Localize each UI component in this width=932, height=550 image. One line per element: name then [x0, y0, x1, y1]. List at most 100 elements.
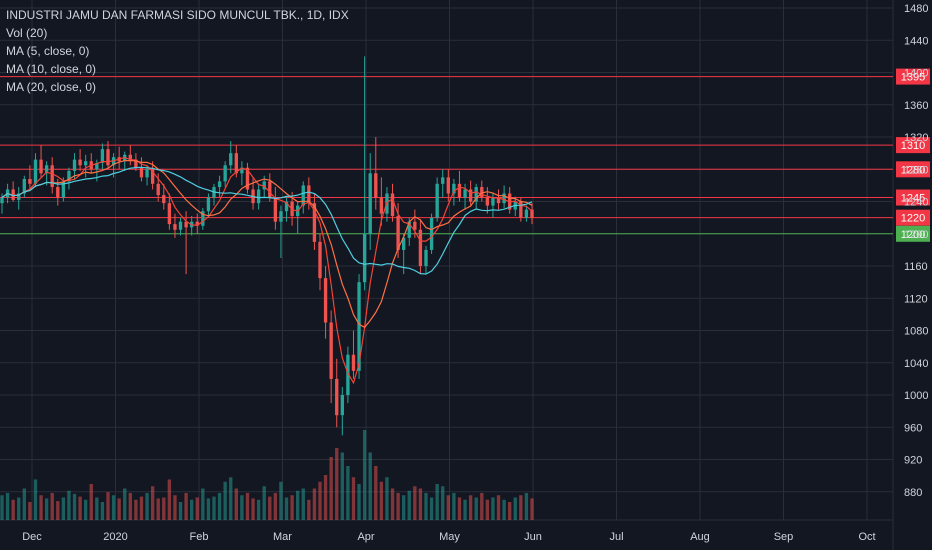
- y-tick-label: 960: [904, 422, 922, 434]
- ma20-indicator-label[interactable]: MA (20, close, 0): [6, 80, 97, 94]
- volume-bar: [17, 497, 21, 520]
- volume-bar: [524, 493, 529, 520]
- candle-body: [418, 229, 423, 267]
- candle-body: [368, 173, 372, 234]
- candle-body: [33, 159, 38, 184]
- candle-body: [195, 221, 199, 226]
- x-tick-label: Aug: [690, 531, 710, 543]
- volume-bar: [418, 488, 423, 520]
- volume-bar: [0, 495, 4, 520]
- candle-body: [374, 173, 378, 198]
- volume-bar: [22, 488, 26, 520]
- y-tick-label: 880: [904, 487, 922, 499]
- volume-bar: [491, 497, 495, 520]
- symbol-title[interactable]: INDUSTRI JAMU DAN FARMASI SIDO MUNCUL TB…: [6, 8, 349, 22]
- y-tick-label: 1480: [904, 3, 928, 15]
- candle-body: [340, 395, 344, 416]
- candle-body: [256, 189, 261, 204]
- volume-bar: [335, 448, 339, 520]
- candle-body: [435, 183, 439, 218]
- volume-bar: [123, 488, 127, 520]
- y-tick-label: 1000: [904, 390, 928, 402]
- volume-bar: [502, 499, 506, 520]
- x-tick-label: May: [439, 531, 460, 543]
- volume-bar: [307, 499, 311, 520]
- price-axis[interactable]: 1480 1440 1400 1360 1320 1280 1240 1200 1160 1120…: [904, 3, 928, 499]
- volume-bar: [485, 499, 490, 520]
- volume-bar: [201, 488, 205, 520]
- candle-body: [106, 149, 110, 166]
- volume-bar: [530, 498, 534, 520]
- volume-bar: [217, 493, 222, 520]
- candle-body: [50, 165, 54, 188]
- candle-body: [452, 183, 456, 194]
- volume-bar: [262, 486, 266, 520]
- candle-body: [150, 169, 155, 184]
- candle-body: [402, 237, 406, 250]
- ma10-indicator-label[interactable]: MA (10, close, 0): [6, 62, 97, 76]
- volume-bar: [379, 481, 384, 520]
- candle-body: [312, 203, 317, 242]
- volume-bar: [374, 466, 378, 520]
- candle-body: [524, 209, 529, 218]
- candle-body: [468, 189, 473, 202]
- candle-body: [217, 181, 222, 188]
- volume-bar: [413, 486, 417, 520]
- y-tick-label: 1400: [904, 68, 928, 80]
- volume-bar: [323, 475, 328, 520]
- volume-bar: [184, 493, 188, 520]
- volume-bar: [44, 498, 49, 520]
- volume-bar: [351, 477, 356, 520]
- x-tick-label: 2020: [103, 531, 127, 543]
- candle-body: [72, 159, 77, 171]
- candle-body: [362, 233, 367, 283]
- x-tick-label: Feb: [190, 531, 209, 543]
- y-tick-label: 1120: [904, 293, 928, 305]
- volume-bar: [139, 496, 144, 520]
- candle-body: [502, 193, 506, 204]
- level-badge: [896, 189, 930, 206]
- candle-body: [167, 203, 172, 225]
- y-tick-label: 1360: [904, 100, 928, 112]
- volume-bar: [513, 497, 517, 520]
- ma20-line: [1, 166, 533, 275]
- volume-bar: [156, 498, 160, 520]
- candle-body: [530, 209, 534, 218]
- candle-body: [519, 201, 523, 218]
- candle-body: [67, 170, 71, 182]
- candle-body: [162, 195, 166, 204]
- time-axis[interactable]: Dec 2020 Feb Mar Apr May Jun Jul Aug Sep Oct: [22, 531, 875, 543]
- volume-bar: [301, 488, 305, 520]
- volume-bar: [28, 502, 32, 520]
- volume-bar: [407, 490, 411, 520]
- volume-bar: [229, 477, 233, 520]
- volume-bar: [362, 430, 367, 520]
- volume-bar: [150, 486, 155, 520]
- ma5-indicator-label[interactable]: MA (5, close, 0): [6, 44, 90, 58]
- candle-body: [496, 197, 501, 204]
- volume-bar: [312, 488, 317, 520]
- y-tick-label: 1200: [904, 229, 928, 241]
- y-tick-label: 1040: [904, 358, 928, 370]
- level-label: 1245: [901, 193, 925, 205]
- volume-bar: [223, 481, 227, 520]
- level-badge: [896, 161, 930, 178]
- horizontal-levels[interactable]: 1395 1310 1280 1245 1220 1200: [0, 68, 930, 242]
- volume-bar: [296, 490, 300, 520]
- candle-body: [178, 221, 183, 230]
- volume-bar: [251, 498, 255, 520]
- candle-body: [240, 167, 244, 174]
- candle-body: [491, 197, 495, 206]
- volume-indicator-label[interactable]: Vol (20): [6, 26, 48, 40]
- volume-bar: [78, 496, 82, 520]
- volume-bar: [56, 501, 60, 520]
- volume-bar: [279, 481, 283, 520]
- candle-body: [429, 217, 434, 250]
- level-badge: [896, 225, 930, 242]
- volume-bar: [117, 498, 121, 520]
- volume-bar: [256, 499, 261, 520]
- volume-bar: [273, 493, 278, 520]
- volume-bar: [390, 488, 395, 520]
